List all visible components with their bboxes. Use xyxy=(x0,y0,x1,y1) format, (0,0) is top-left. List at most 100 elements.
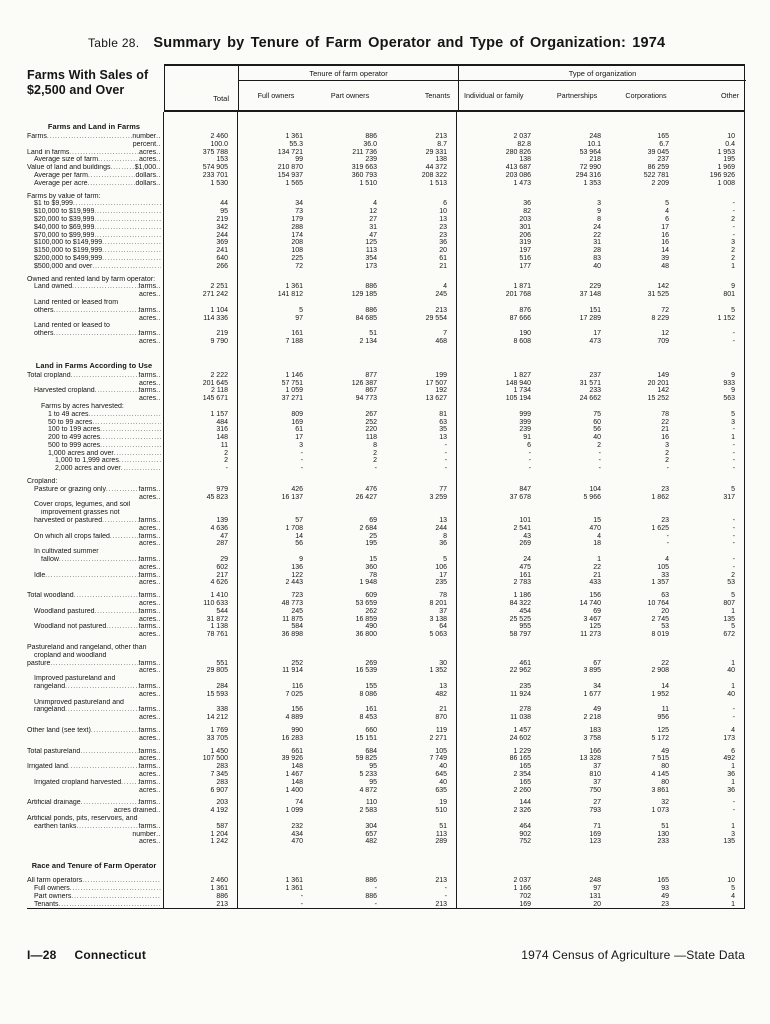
value-cell: 1 677 xyxy=(583,690,601,698)
value-cell: 16 xyxy=(661,239,669,247)
value-cell: 399 xyxy=(519,418,531,426)
table-row: acres14 212 4 889 8 453 870 11 038 2 218 956 - xyxy=(27,714,745,722)
value-cell xyxy=(457,652,540,660)
dot-leader xyxy=(71,372,139,380)
column-header: Other xyxy=(721,91,739,100)
value-cell: 4 636 xyxy=(164,524,238,533)
row-label: In cultivated summer xyxy=(27,548,164,557)
value-cell: 4 xyxy=(678,892,745,901)
value-cell: 48 xyxy=(661,262,669,270)
value-cell xyxy=(386,187,457,193)
value-cell: 8 019 xyxy=(651,631,669,639)
value-cell: 20 xyxy=(661,607,669,615)
row-label: $10,000 to $19,999 xyxy=(27,208,164,216)
value-cell: 5 966 xyxy=(583,493,601,501)
column-header: Corporations xyxy=(625,91,667,100)
row-label xyxy=(27,587,164,593)
value-cell xyxy=(164,698,238,707)
row-label: $70,000 to $99,999 xyxy=(27,231,164,240)
value-cell: 723 xyxy=(291,592,303,600)
value-cell: 283 xyxy=(164,763,238,771)
label-continuation-row: Artificial ponds, pits, reservoirs, and xyxy=(27,814,745,823)
value-cell: 956 xyxy=(657,714,669,722)
value-cell: 3 xyxy=(299,441,303,449)
table-header: Farms With Sales of $2,500 and Over Tota… xyxy=(27,64,746,112)
value-cell: 278 xyxy=(519,706,531,714)
value-cell: 2 037 xyxy=(513,877,531,885)
value-cell: 29 331 xyxy=(386,148,457,157)
value-cell: 16 859 xyxy=(355,615,377,623)
value-cell: 2 xyxy=(678,254,745,263)
row-label: $150,000 to $199,999 xyxy=(27,247,164,255)
value-cell: 110 633 xyxy=(164,600,238,608)
value-cell: 78 xyxy=(369,571,377,579)
value-cell: 40 xyxy=(678,690,745,699)
value-cell: 122 xyxy=(291,571,303,579)
value-cell: 40 xyxy=(593,262,601,270)
unit-label: farms xyxy=(139,533,161,541)
value-cell: 284 xyxy=(164,683,238,691)
unit-label: acres xyxy=(139,735,161,743)
value-cell: 476 xyxy=(365,485,377,493)
table-row: acres1 242 470 482 289 752 123 233 135 xyxy=(27,838,745,847)
value-cell: 23 xyxy=(661,517,669,525)
value-cell: 2 xyxy=(678,215,745,224)
value-cell: 233 xyxy=(589,387,601,395)
value-cell xyxy=(678,298,745,307)
value-cell xyxy=(678,112,745,133)
value-cell xyxy=(312,351,386,372)
row-label: Pasture or grazing onlyfarms xyxy=(27,485,164,494)
value-cell xyxy=(164,814,238,823)
value-cell: 135 xyxy=(678,615,745,624)
value-cell xyxy=(238,351,312,372)
value-cell: 262 xyxy=(365,607,377,615)
row-label xyxy=(27,639,164,645)
value-cell: 213 xyxy=(386,306,457,315)
value-cell: 20 201 xyxy=(647,379,669,387)
value-cell: 36 xyxy=(523,200,531,208)
row-label: Land rented or leased to xyxy=(27,322,164,331)
value-cell: 94 773 xyxy=(355,395,377,403)
value-cell: 1 186 xyxy=(513,592,531,600)
tenure-group-title: Tenure of farm operator xyxy=(239,66,458,81)
value-cell: 2 460 xyxy=(164,877,238,885)
value-cell: 97 xyxy=(593,884,601,892)
value-cell xyxy=(164,548,238,557)
table-row: 1,000 to 1,999 acres2-2---2- xyxy=(27,457,745,466)
row-label: On which all crops failedfarms xyxy=(27,532,164,541)
value-cell: 1 361 xyxy=(285,283,303,291)
value-cell: 27 xyxy=(369,215,377,223)
value-cell: 490 xyxy=(365,623,377,631)
value-cell: - xyxy=(300,892,303,900)
unit-label: acres xyxy=(139,691,161,699)
value-cell xyxy=(164,675,238,683)
value-cell xyxy=(610,675,678,683)
value-cell: 338 xyxy=(164,706,238,715)
value-cell xyxy=(386,402,457,411)
value-cell xyxy=(678,675,745,683)
value-cell: 24 602 xyxy=(509,734,531,742)
value-cell: 82 xyxy=(523,208,531,216)
value-cell: 2 xyxy=(665,449,669,457)
value-cell: 72 990 xyxy=(579,164,601,172)
value-cell: 23 xyxy=(661,485,669,493)
unit-label: acres xyxy=(139,149,161,157)
value-cell: 156 xyxy=(291,706,303,714)
row-label: acres xyxy=(27,615,164,624)
row-label: 2,000 acres and over xyxy=(27,465,164,474)
value-cell xyxy=(312,815,386,823)
value-cell: 2 260 xyxy=(513,786,531,794)
value-cell: 57 751 xyxy=(281,379,303,387)
value-cell: 165 xyxy=(519,778,531,786)
value-cell: 886 xyxy=(164,892,238,901)
unit-label: acres drained xyxy=(114,807,161,815)
table-row: Farmsnumber2 460 1 361 886 213 2 037 248 165 10 xyxy=(27,133,745,141)
value-cell: - xyxy=(374,884,377,892)
value-cell: 11 273 xyxy=(580,631,601,639)
value-cell xyxy=(312,403,386,411)
table-row: Land ownedfarms2 251 1 361 886 4 1 871 229 142… xyxy=(27,283,745,292)
row-label: 100 to 199 acres xyxy=(27,426,164,435)
table-number: Table 28. xyxy=(88,36,140,50)
